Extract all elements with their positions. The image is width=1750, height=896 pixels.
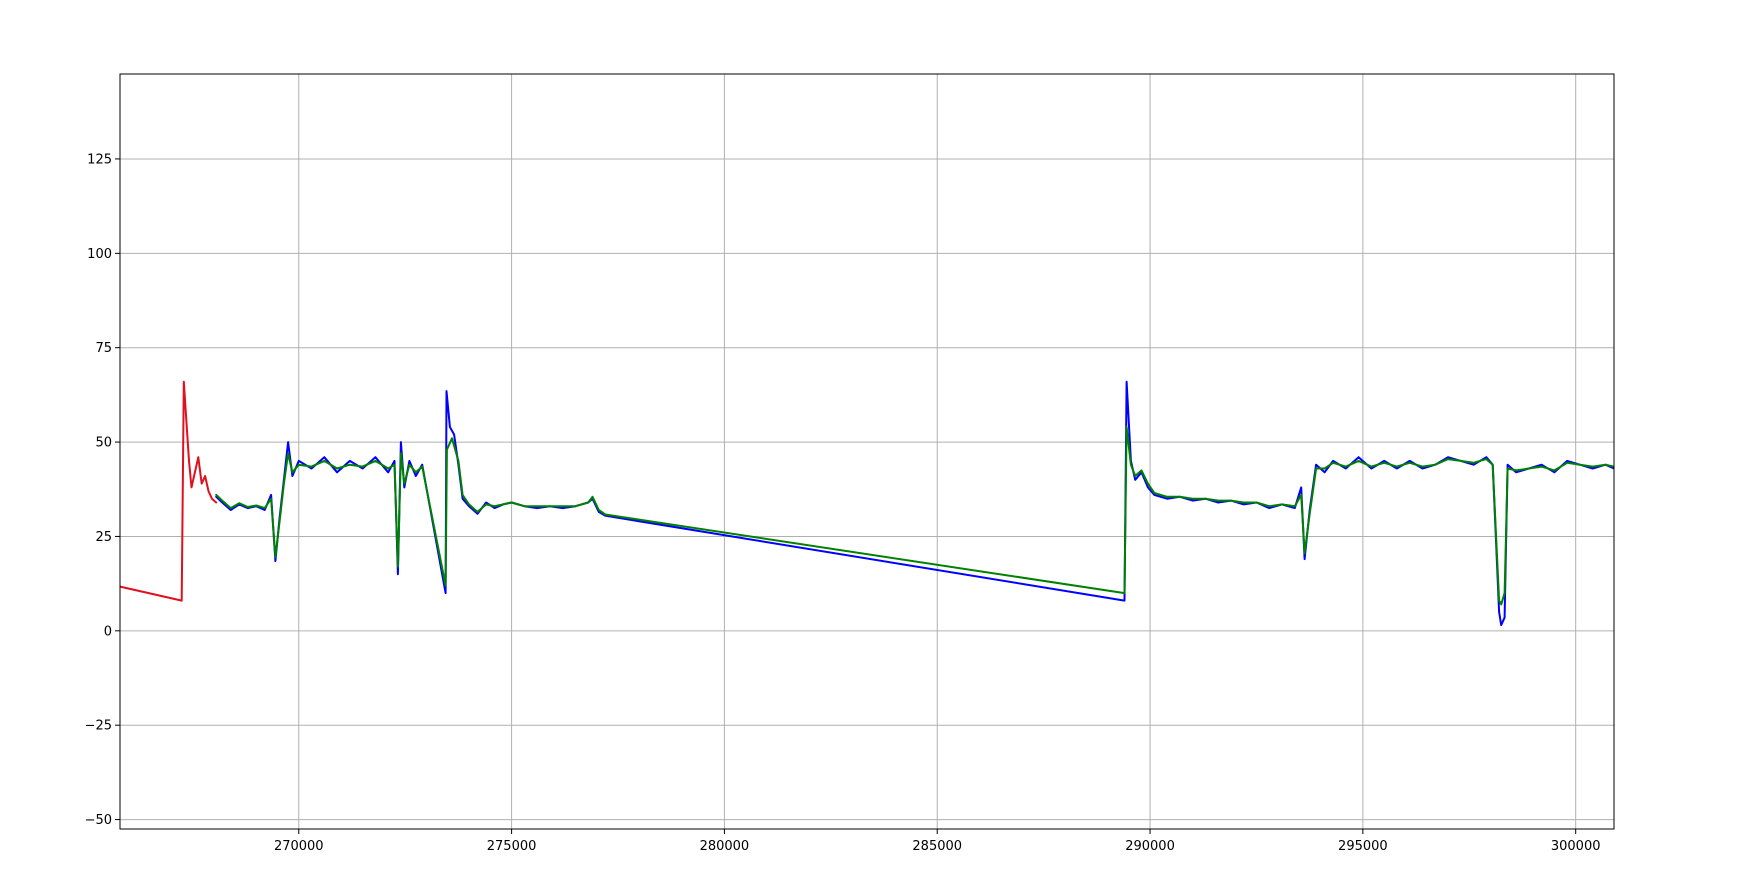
series-lines [120, 380, 1614, 627]
y-tick-label: 50 [95, 436, 112, 451]
x-tick-label: 270000 [274, 839, 324, 854]
x-tick-label: 285000 [912, 839, 962, 854]
y-tick-label: 100 [87, 247, 112, 262]
series-line-1 [120, 380, 218, 602]
y-tick-label: 75 [95, 341, 112, 356]
y-tick-label: 125 [87, 152, 112, 167]
x-tick-label: 275000 [487, 839, 537, 854]
x-tick-label: 295000 [1338, 839, 1388, 854]
y-tick-label: −50 [85, 813, 112, 828]
x-tick-label: 290000 [1125, 839, 1175, 854]
x-tick-label: 280000 [700, 839, 750, 854]
x-tick-label: 300000 [1551, 839, 1601, 854]
x-axis: 270000 275000 280000 285000 290000 295000 3000… [274, 829, 1601, 854]
series-line-3 [215, 426, 1614, 606]
y-tick-label: 25 [95, 530, 112, 545]
y-axis: −50 −25 0 25 50 75 100 125 [85, 152, 120, 828]
grid [120, 74, 1614, 829]
y-tick-label: −25 [85, 719, 112, 734]
plot-frame [119, 73, 1615, 830]
y-tick-label: 0 [104, 624, 112, 639]
